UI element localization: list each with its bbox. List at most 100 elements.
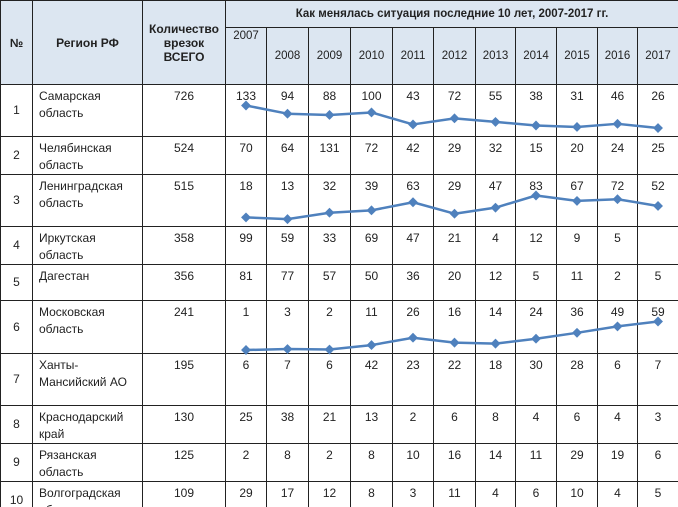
year-value: 26 [392,300,434,354]
year-value: 50 [350,264,393,301]
table-row: 4 Иркутская область 358 99 59 33 69 47 21 4 12 9 5 [0,226,678,265]
year-value: 39 [350,174,393,227]
row-number: 2 [0,136,33,175]
year-value: 15 [515,136,557,175]
year-value: 5 [515,264,557,301]
year-value: 69 [350,226,393,265]
year-value: 4 [475,481,516,507]
year-value: 24 [515,300,557,354]
year-value: 4 [515,405,557,444]
year-value: 13 [350,405,393,444]
row-number: 8 [0,405,33,444]
year-value: 59 [266,226,309,265]
table-row: 8 Краснодарский край 130 25 38 21 13 2 6 8 4 6 4 3 [0,405,678,444]
year-value: 6 [636,443,678,482]
year-value: 29 [433,136,476,175]
year-value: 24 [597,136,638,175]
total-count: 358 [142,226,226,265]
year-value: 12 [515,226,557,265]
year-value: 5 [636,481,678,507]
year-value: 99 [225,226,267,265]
year-value: 8 [350,481,393,507]
year-value: 5 [597,226,638,265]
year-value: 47 [475,174,516,227]
row-number: 1 [0,84,33,137]
header-year: 2009 [308,27,351,85]
year-value: 6 [597,353,638,406]
year-value: 8 [350,443,393,482]
row-number: 9 [0,443,33,482]
year-value: 16 [433,300,476,354]
header-num: № [0,0,33,85]
region-name: Самарская область [32,84,143,137]
region-name: Рязанская область [32,443,143,482]
year-value: 6 [515,481,557,507]
year-value: 42 [392,136,434,175]
year-value: 19 [597,443,638,482]
year-value: 8 [266,443,309,482]
year-value: 21 [308,405,351,444]
total-count: 726 [142,84,226,137]
total-count: 130 [142,405,226,444]
year-value: 25 [225,405,267,444]
header-year: 2014 [515,27,557,85]
year-value: 25 [636,136,678,175]
year-value: 4 [597,481,638,507]
year-value [636,226,678,265]
year-value: 3 [392,481,434,507]
year-value: 4 [475,226,516,265]
table-row: 3 Ленинградская область 515 18 13 32 39 63 29 47 8… [0,174,678,227]
year-value: 7 [266,353,309,406]
year-value: 72 [597,174,638,227]
year-value: 32 [308,174,351,227]
year-value: 38 [266,405,309,444]
year-value: 67 [556,174,598,227]
year-value: 10 [392,443,434,482]
year-value: 2 [225,443,267,482]
year-value: 10 [556,481,598,507]
row-number: 4 [0,226,33,265]
year-value: 133 [225,84,267,137]
total-count: 125 [142,443,226,482]
year-value: 11 [556,264,598,301]
year-value: 2 [392,405,434,444]
row-number: 3 [0,174,33,227]
year-value: 64 [266,136,309,175]
year-value: 57 [308,264,351,301]
year-value: 72 [433,84,476,137]
year-value: 4 [597,405,638,444]
year-value: 26 [636,84,678,137]
year-value: 28 [556,353,598,406]
year-value: 12 [308,481,351,507]
year-value: 42 [350,353,393,406]
year-value: 36 [392,264,434,301]
year-value: 29 [225,481,267,507]
header-year: 2012 [433,27,476,85]
header-year: 2007 [225,27,267,85]
region-name: Волгоградская область [32,481,143,507]
header-year: 2013 [475,27,516,85]
row-number: 7 [0,353,33,406]
year-value: 100 [350,84,393,137]
table-row: 1 Самарская область 726 133 94 88 100 43 72 55 38 3… [0,84,678,137]
total-count: 515 [142,174,226,227]
year-value: 3 [636,405,678,444]
year-value: 6 [433,405,476,444]
year-value: 29 [433,174,476,227]
region-name: Ленинградская область [32,174,143,227]
year-value: 11 [433,481,476,507]
year-value: 23 [392,353,434,406]
total-count: 241 [142,300,226,354]
year-value: 29 [556,443,598,482]
year-value: 49 [597,300,638,354]
table-row: 6 Московская область 241 1 3 2 11 26 16 14 24 36 49 5… [0,300,678,354]
header-year: 2008 [266,27,309,85]
header-year: 2011 [392,27,434,85]
year-value: 14 [475,300,516,354]
region-name: Краснодарский край [32,405,143,444]
total-count: 524 [142,136,226,175]
year-value: 30 [515,353,557,406]
year-value: 46 [597,84,638,137]
year-value: 11 [350,300,393,354]
